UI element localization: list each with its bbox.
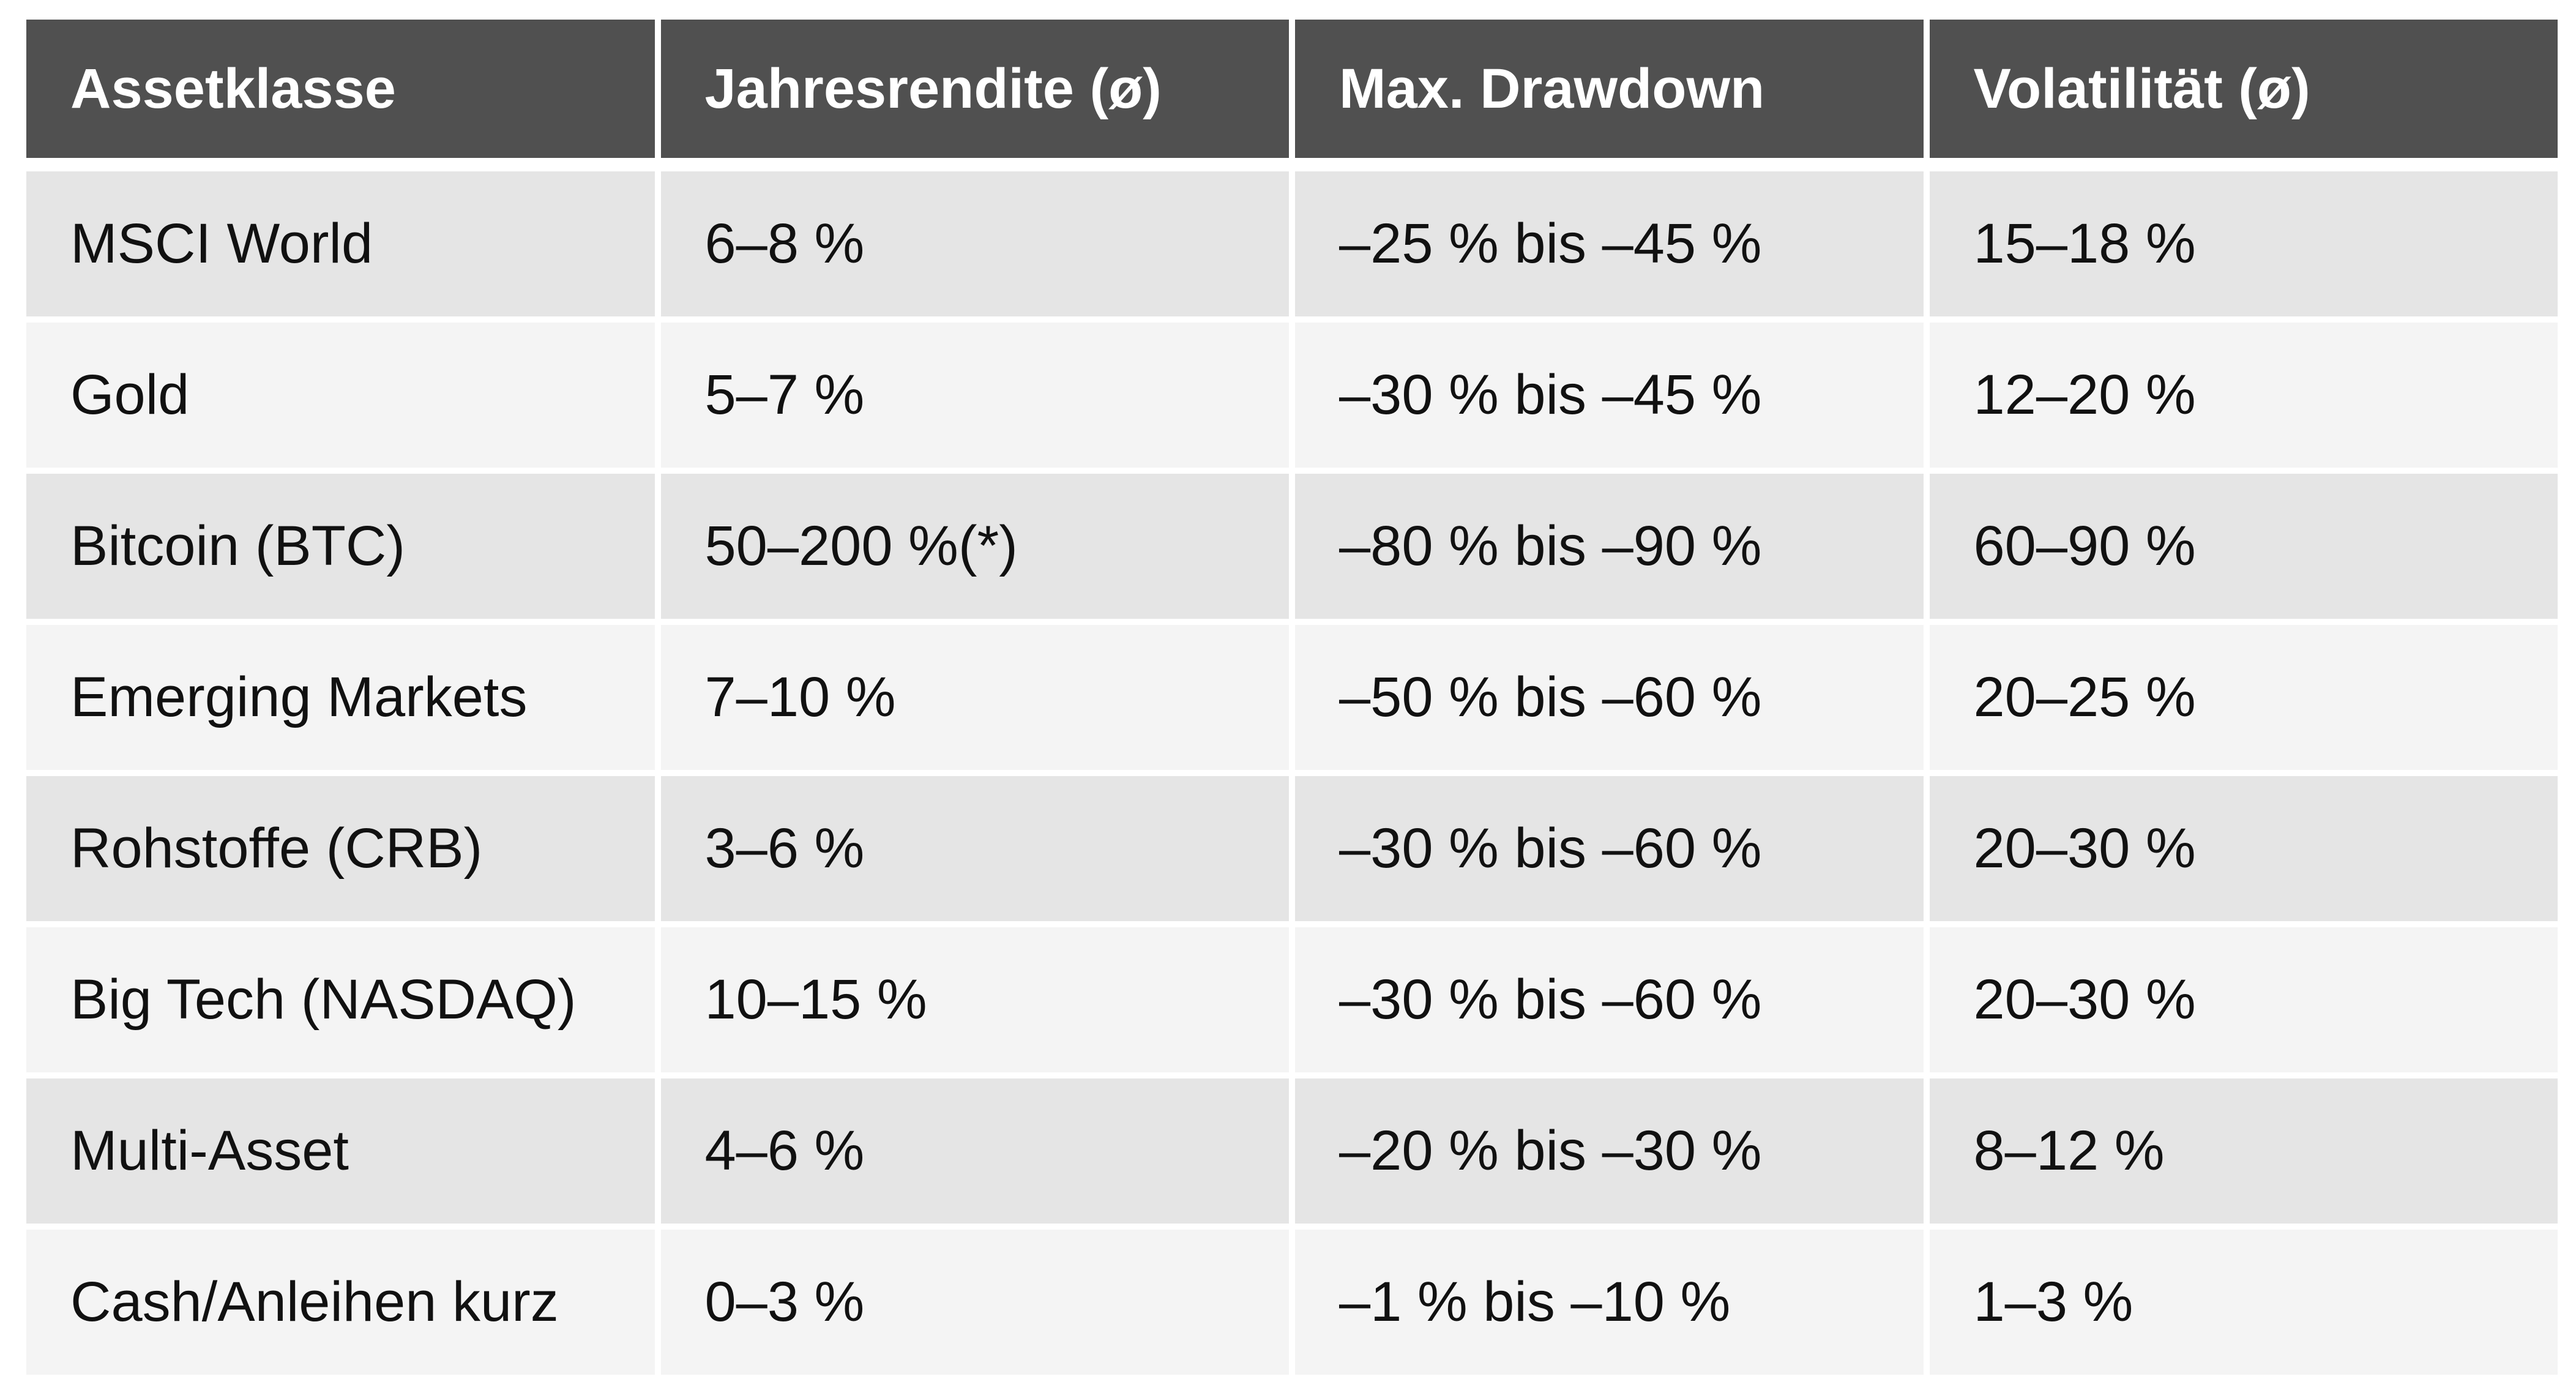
table-cell: –80 % bis –90 % xyxy=(1295,474,1924,619)
table-cell: –25 % bis –45 % xyxy=(1295,171,1924,316)
header-cell: Jahresrendite (ø) xyxy=(660,20,1289,158)
table-cell: –50 % bis –60 % xyxy=(1295,625,1924,770)
header-cell: Max. Drawdown xyxy=(1295,20,1924,158)
table-cell: Rohstoffe (CRB) xyxy=(26,776,655,921)
table-cell: 12–20 % xyxy=(1929,323,2558,468)
table: Assetklasse Jahresrendite (ø) Max. Drawdow… xyxy=(26,20,2558,1375)
table-cell: –20 % bis –30 % xyxy=(1295,1078,1924,1224)
table-cell: Cash/Anleihen kurz xyxy=(26,1230,655,1375)
table-cell: –30 % bis –45 % xyxy=(1295,323,1924,468)
table-cell: 60–90 % xyxy=(1929,474,2558,619)
table-cell: 1–3 % xyxy=(1929,1230,2558,1375)
table-cell: Gold xyxy=(26,323,655,468)
table-cell: 8–12 % xyxy=(1929,1078,2558,1224)
table-cell: 10–15 % xyxy=(660,927,1289,1072)
table-cell: Multi-Asset xyxy=(26,1078,655,1224)
table-cell: 50–200 %(*) xyxy=(660,474,1289,619)
table-cell: 5–7 % xyxy=(660,323,1289,468)
table-cell: 20–30 % xyxy=(1929,927,2558,1072)
table-cell: MSCI World xyxy=(26,171,655,316)
header-cell: Volatilität (ø) xyxy=(1929,20,2558,158)
table-cell: 3–6 % xyxy=(660,776,1289,921)
table-cell: 0–3 % xyxy=(660,1230,1289,1375)
table-cell: Big Tech (NASDAQ) xyxy=(26,927,655,1072)
header-cell: Assetklasse xyxy=(26,20,655,158)
table-cell: 7–10 % xyxy=(660,625,1289,770)
table-cell: Bitcoin (BTC) xyxy=(26,474,655,619)
table-cell: –1 % bis –10 % xyxy=(1295,1230,1924,1375)
table-cell: Emerging Markets xyxy=(26,625,655,770)
table-cell: 20–30 % xyxy=(1929,776,2558,921)
table-cell: 6–8 % xyxy=(660,171,1289,316)
table-cell: 15–18 % xyxy=(1929,171,2558,316)
table-cell: 4–6 % xyxy=(660,1078,1289,1224)
table-cell: –30 % bis –60 % xyxy=(1295,776,1924,921)
table-cell: –30 % bis –60 % xyxy=(1295,927,1924,1072)
table-cell: 20–25 % xyxy=(1929,625,2558,770)
